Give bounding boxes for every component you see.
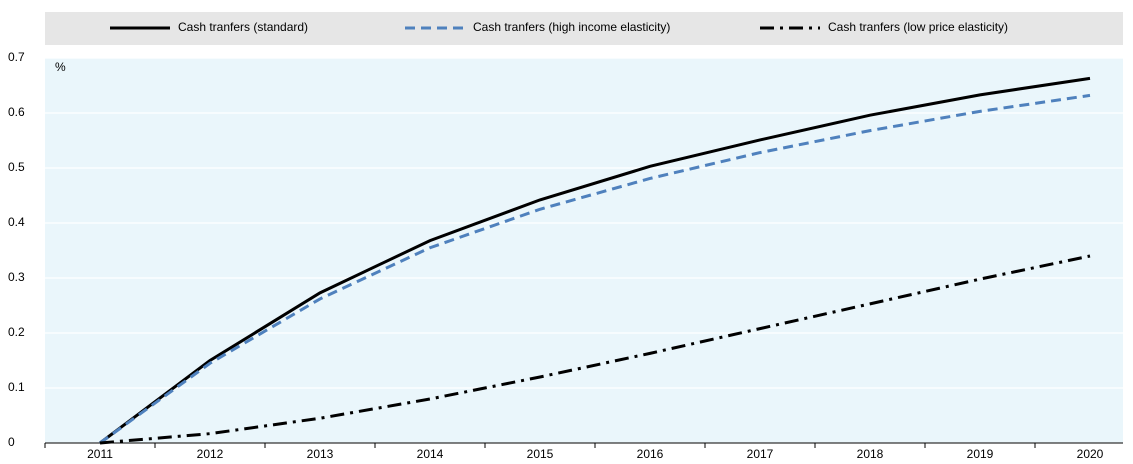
x-tick-label: 2016 <box>637 447 664 461</box>
y-tick-label: 0.4 <box>8 215 25 229</box>
legend-label: Cash tranfers (low price elasticity) <box>828 20 1008 34</box>
x-tick-label: 2019 <box>967 447 994 461</box>
x-tick-label: 2018 <box>857 447 884 461</box>
legend-box <box>45 12 1123 45</box>
y-tick-label: 0.7 <box>8 50 25 64</box>
x-tick-label: 2015 <box>527 447 554 461</box>
legend-label: Cash tranfers (standard) <box>178 20 308 34</box>
y-tick-label: 0.6 <box>8 105 25 119</box>
y-tick-label: 0.3 <box>8 270 25 284</box>
x-tick-label: 2011 <box>87 447 113 461</box>
plot-area <box>45 58 1123 443</box>
series-line <box>99 93 1091 445</box>
x-tick-label: 2020 <box>1077 447 1104 461</box>
y-tick-label: 0 <box>8 435 15 449</box>
x-tick-label: 2017 <box>747 447 774 461</box>
series-line <box>99 76 1091 445</box>
y-tick-label: 0.2 <box>8 325 25 339</box>
x-tick-label: 2013 <box>307 447 334 461</box>
unit-label: % <box>55 60 66 74</box>
legend-label: Cash tranfers (high income elasticity) <box>473 20 670 34</box>
x-tick-label: 2012 <box>197 447 224 461</box>
y-tick-label: 0.1 <box>8 380 25 394</box>
x-tick-label: 2014 <box>417 447 444 461</box>
series-line <box>99 254 1091 445</box>
y-tick-label: 0.5 <box>8 160 25 174</box>
